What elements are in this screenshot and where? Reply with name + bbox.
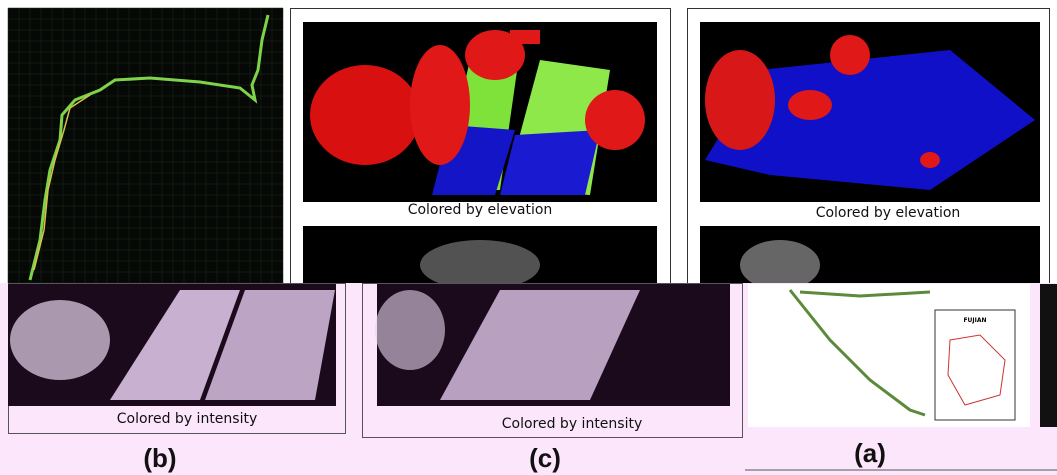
caption: Colored by intensity — [117, 411, 258, 427]
map-image — [1040, 284, 1057, 427]
trees — [410, 45, 470, 165]
caption: Colored by intensity — [502, 416, 643, 432]
caption: Colored by elevation — [816, 205, 961, 221]
trees — [740, 240, 820, 290]
trajectory-map — [8, 8, 283, 284]
trees — [310, 65, 420, 165]
trees — [920, 152, 940, 168]
panel-label: (c) — [529, 443, 561, 473]
page: Point cloud figure {"captions": ["Colore… — [0, 0, 1057, 475]
sign — [510, 30, 540, 44]
body: Colored by elevation Colored by elevatio… — [0, 0, 1057, 475]
trees — [375, 290, 445, 370]
panel-label: (b) — [143, 443, 176, 473]
map-background — [8, 8, 283, 284]
caption: Colored by elevation — [408, 202, 553, 218]
trees — [420, 240, 540, 290]
trees — [830, 35, 870, 75]
trees — [585, 90, 645, 150]
trees — [788, 90, 832, 120]
road-surface — [500, 130, 600, 195]
trees — [10, 300, 110, 380]
trees — [705, 50, 775, 150]
figure: Colored by elevation Colored by elevatio… — [0, 0, 1057, 475]
map-title: FUJIAN — [963, 317, 986, 324]
inset-map — [935, 310, 1015, 420]
panel-label: (a) — [854, 438, 886, 468]
